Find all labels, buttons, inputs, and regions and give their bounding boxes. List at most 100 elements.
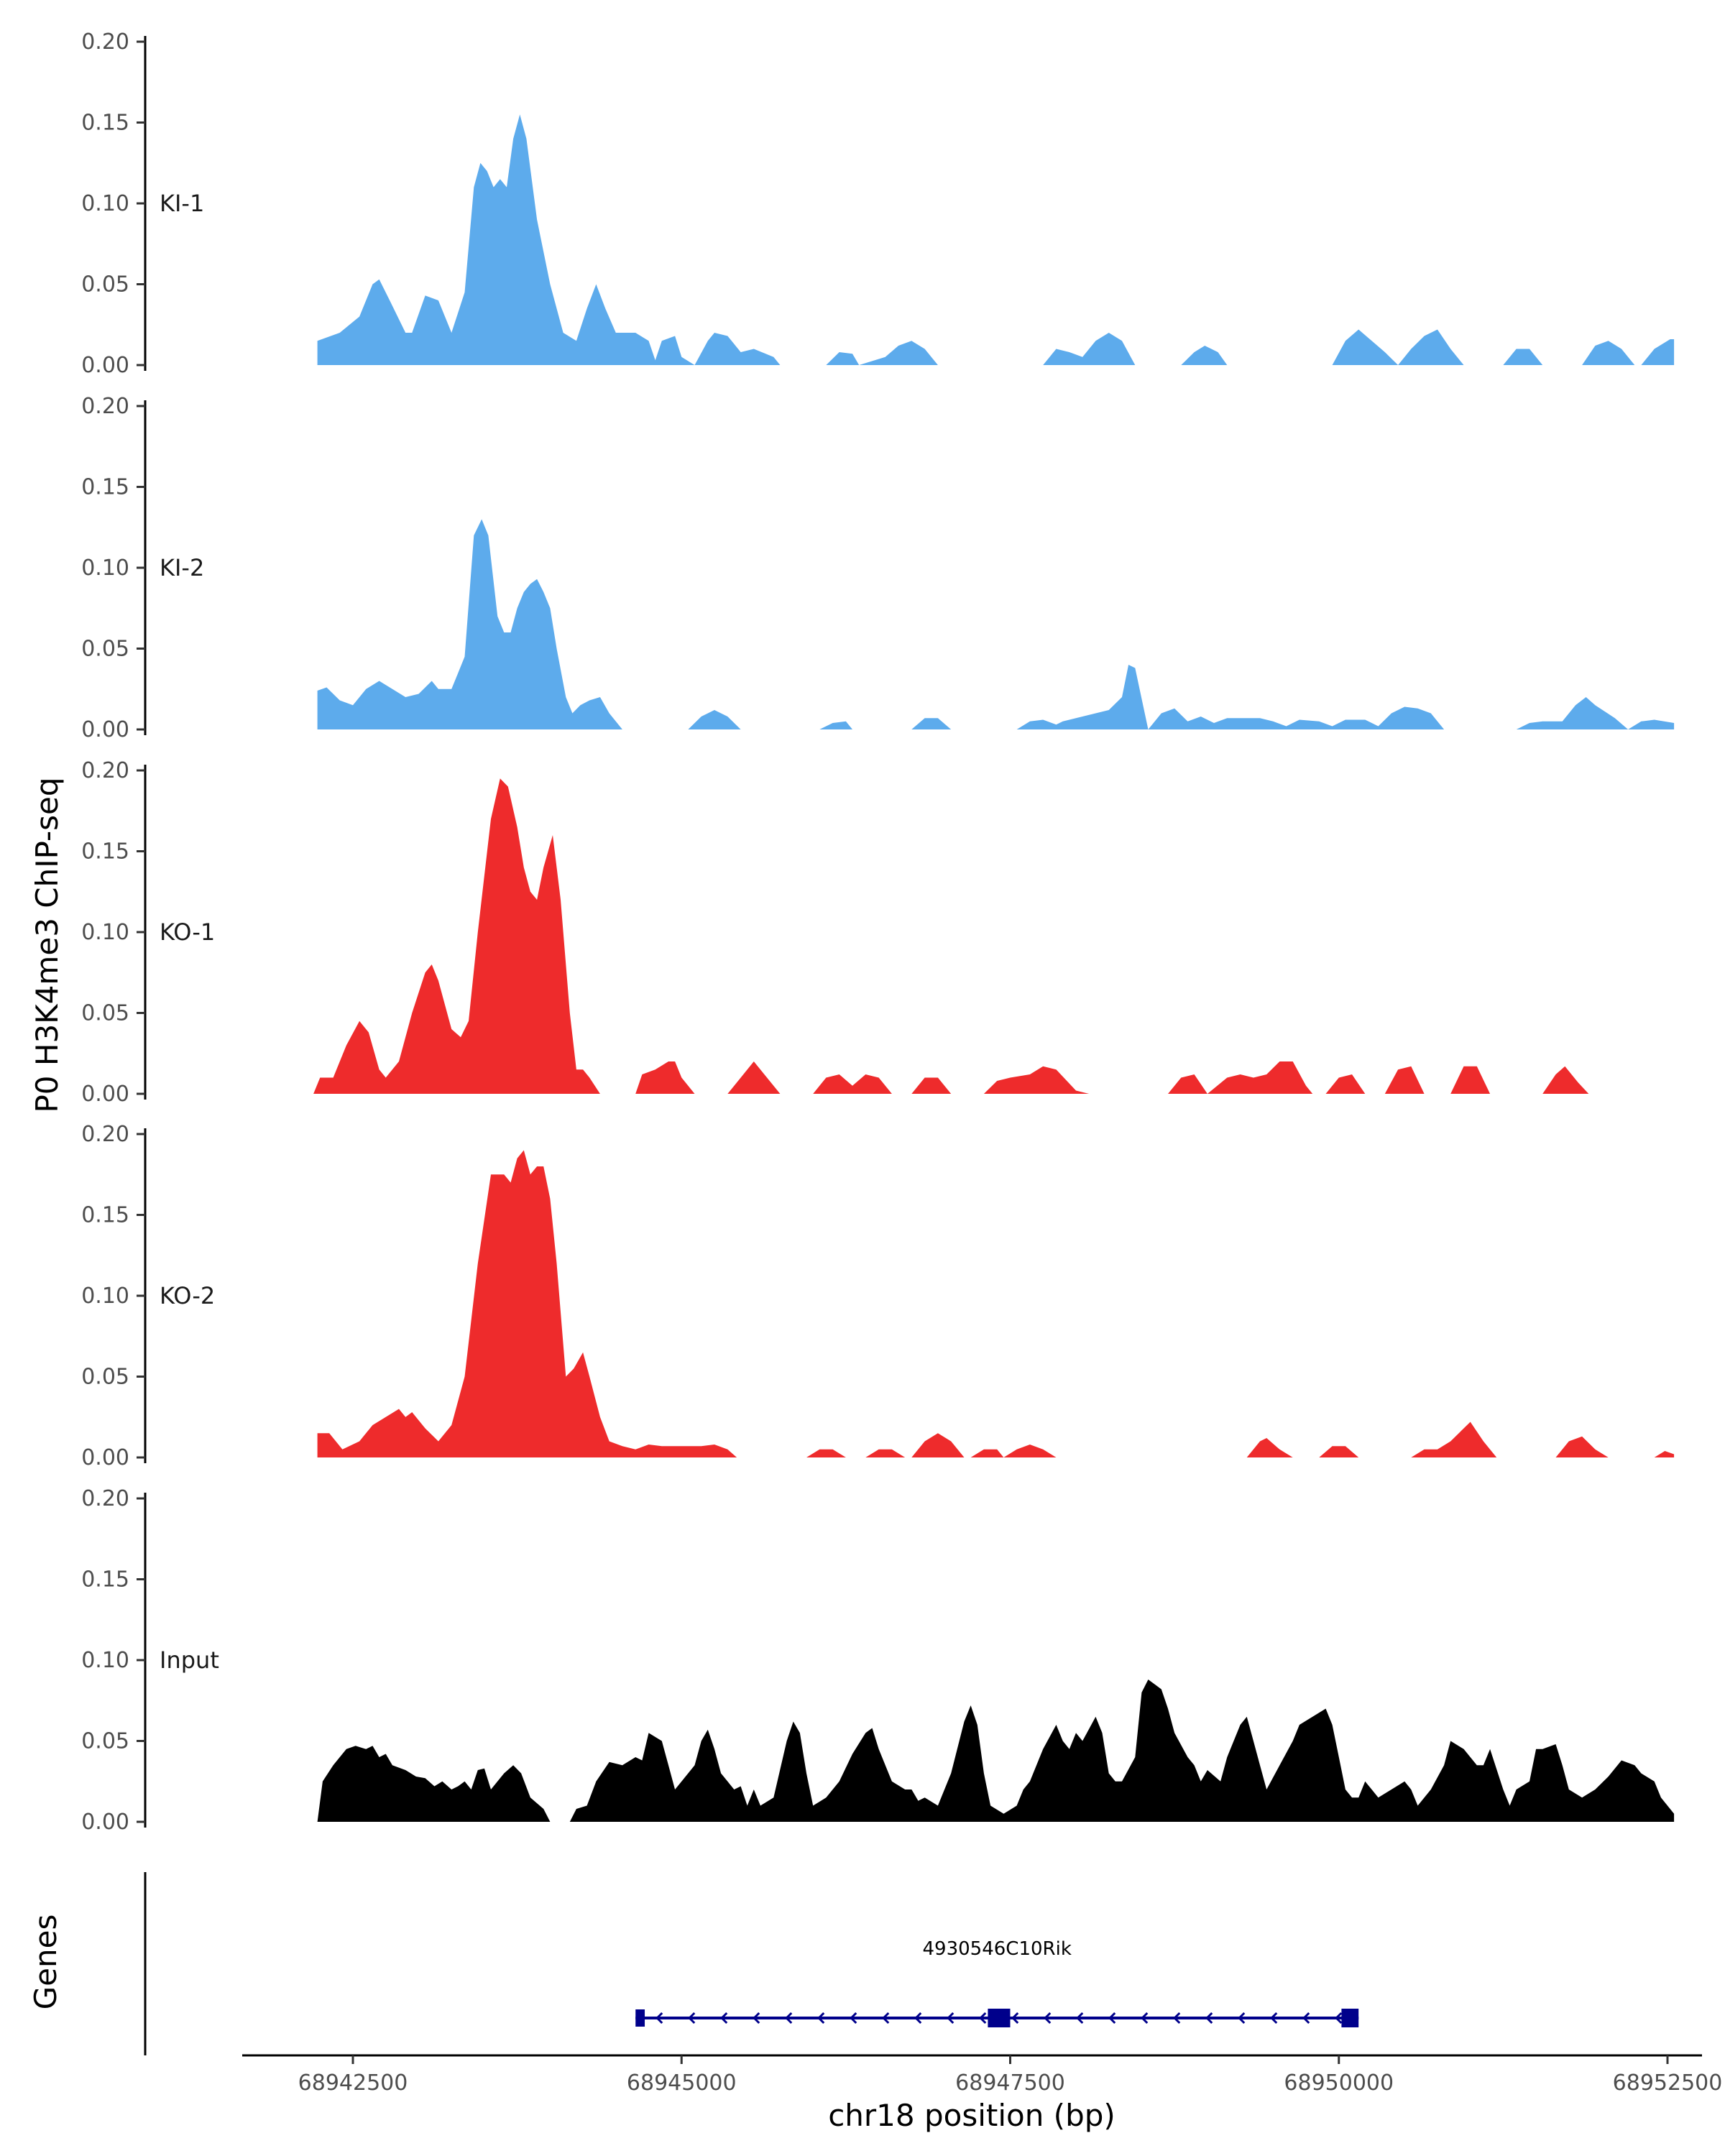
y-tick-label: 0.20 — [81, 394, 129, 419]
track-label-input: Input — [160, 1646, 219, 1674]
y-tick-label: 0.20 — [81, 29, 129, 55]
strand-chevron — [753, 2012, 760, 2024]
y-tick-label: 0.10 — [81, 920, 129, 945]
y-tick-label: 0.15 — [81, 475, 129, 500]
signal-area — [313, 778, 600, 1094]
signal-area — [1016, 665, 1445, 729]
strand-chevron — [914, 2012, 922, 2024]
x-axis: 68942500 68945000 68947500 68950000 68952500… — [242, 2054, 1723, 2133]
y-tick-label: 0.15 — [81, 1567, 129, 1593]
strand-chevron — [850, 2012, 857, 2024]
y-tick-label: 0.10 — [81, 556, 129, 581]
signal-area — [1168, 1061, 1313, 1094]
y-tick-label: 0.20 — [81, 1486, 129, 1511]
strand-chevron — [1238, 2012, 1246, 2024]
strand-chevron — [656, 2012, 663, 2024]
strand-chevron — [882, 2012, 890, 2024]
signal-area — [865, 1433, 1057, 1457]
strand-chevron — [1044, 2012, 1052, 2024]
track-input: 0.00 0.05 0.10 0.15 0.20 Input — [81, 1486, 1675, 1835]
y-tick-label: 0.15 — [81, 1203, 129, 1228]
strand-chevron — [1076, 2012, 1084, 2024]
y-tick-label: 0.05 — [81, 1729, 129, 1754]
signal-area — [1555, 1436, 1609, 1457]
signal-area — [826, 341, 938, 365]
signal-area — [1450, 1066, 1491, 1094]
track-label-ko-1: KO-1 — [160, 918, 215, 946]
track-ki-2: 0.00 0.05 0.10 0.15 0.20 KI-2 — [81, 394, 1675, 742]
signal-area — [911, 1077, 952, 1094]
strand-chevron — [817, 2012, 825, 2024]
signal-area — [1542, 1066, 1589, 1094]
signal-area — [1654, 1451, 1675, 1457]
y-tick-label: 0.15 — [81, 111, 129, 136]
strand-chevron — [1011, 2012, 1019, 2024]
signal-area — [983, 1066, 1090, 1094]
signal-area — [635, 1061, 695, 1094]
strand-chevron — [1173, 2012, 1181, 2024]
track-label-ko-2: KO-2 — [160, 1282, 215, 1309]
signal-tracks: 0.00 0.05 0.10 0.15 0.20 KI-1 0.00 0.05 0.10 0.15… — [81, 29, 1675, 1835]
strand-chevron — [947, 2012, 954, 2024]
strand-chevron — [1270, 2012, 1278, 2024]
signal-area — [1582, 339, 1675, 365]
signal-area — [1503, 349, 1543, 365]
signal-area — [819, 721, 852, 729]
signal-area — [317, 1746, 551, 1822]
signal-area — [1384, 1066, 1425, 1094]
signal-area — [911, 718, 952, 729]
x-tick-label: 68950000 — [1284, 2070, 1394, 2096]
gene-track: Genes 4930546C10Rik — [28, 1872, 1359, 2055]
track-label-ki-2: KI-2 — [160, 554, 204, 581]
gene-exon — [635, 2009, 645, 2027]
y-tick-label: 0.20 — [81, 758, 129, 783]
track-ko-2: 0.00 0.05 0.10 0.15 0.20 KO-2 — [81, 1122, 1675, 1470]
y-tick-label: 0.00 — [81, 1082, 129, 1107]
y-tick-label: 0.00 — [81, 353, 129, 378]
strand-chevron — [785, 2012, 793, 2024]
y-axis-title: P0 H3K4me3 ChIP-seq — [29, 777, 65, 1112]
x-tick-label: 68952500 — [1613, 2070, 1723, 2096]
x-axis-title: chr18 position (bp) — [828, 2098, 1116, 2133]
track-label-ki-1: KI-1 — [160, 190, 204, 217]
signal-area — [317, 114, 781, 366]
y-tick-label: 0.05 — [81, 1365, 129, 1390]
signal-area — [1411, 1422, 1497, 1457]
signal-area — [1332, 329, 1464, 365]
strand-chevron — [1302, 2012, 1310, 2024]
signal-area — [1043, 333, 1136, 365]
y-tick-label: 0.10 — [81, 1284, 129, 1309]
gene-track-title: Genes — [28, 1915, 63, 2010]
strand-chevron — [688, 2012, 696, 2024]
y-tick-label: 0.10 — [81, 191, 129, 216]
signal-area — [813, 1074, 892, 1094]
x-tick-label: 68945000 — [627, 2070, 737, 2096]
y-tick-label: 0.15 — [81, 839, 129, 865]
signal-area — [1246, 1438, 1293, 1457]
x-tick-label: 68947500 — [955, 2070, 1065, 2096]
strand-chevron — [720, 2012, 728, 2024]
gene-exon — [988, 2009, 1011, 2027]
track-ko-1: 0.00 0.05 0.10 0.15 0.20 KO-1 — [81, 758, 1589, 1107]
y-tick-label: 0.10 — [81, 1648, 129, 1673]
signal-area — [1325, 1074, 1366, 1094]
signal-area — [688, 710, 741, 729]
signal-area — [806, 1449, 846, 1457]
track-ki-1: 0.00 0.05 0.10 0.15 0.20 KI-1 — [81, 29, 1675, 378]
gene-model — [635, 2009, 1359, 2027]
y-tick-label: 0.00 — [81, 1445, 129, 1470]
strand-chevron — [979, 2012, 987, 2024]
y-tick-label: 0.00 — [81, 717, 129, 742]
strand-chevron — [1108, 2012, 1116, 2024]
gene-name-label: 4930546C10Rik — [923, 1938, 1072, 1960]
strand-chevron — [1205, 2012, 1213, 2024]
signal-area — [1516, 697, 1675, 729]
signal-area — [1319, 1446, 1359, 1457]
strand-chevron — [1141, 2012, 1149, 2024]
y-tick-label: 0.05 — [81, 637, 129, 662]
y-tick-label: 0.05 — [81, 1001, 129, 1026]
signal-area — [727, 1061, 781, 1094]
signal-area — [569, 1680, 1675, 1822]
gene-exon — [1341, 2009, 1359, 2027]
